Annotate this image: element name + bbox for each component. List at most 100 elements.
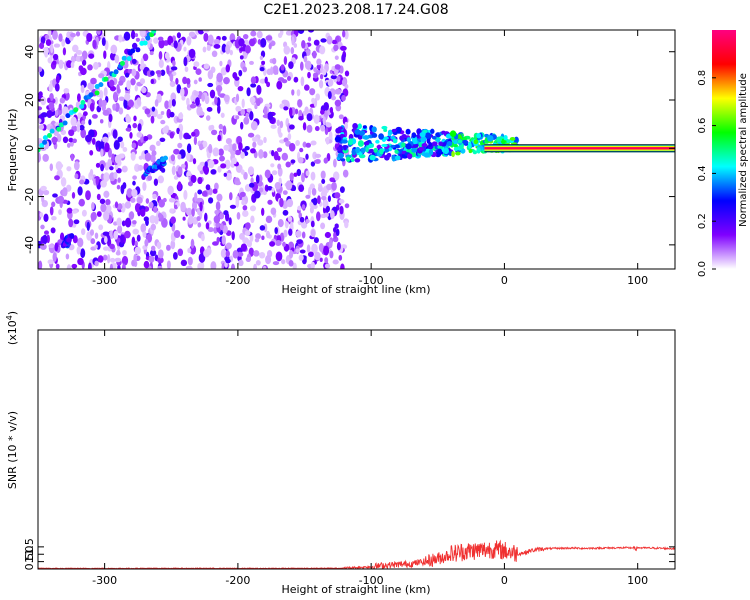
spectrogram-cell (180, 87, 185, 97)
spectrogram-cell (329, 250, 334, 259)
spectrogram-cell (147, 175, 153, 181)
spectrogram-cell (225, 172, 232, 181)
spectrogram-cell (334, 55, 339, 60)
spectrogram-cell (326, 35, 333, 45)
spectrogram-cell (124, 230, 131, 239)
spectrogram-cell (216, 193, 223, 202)
spectrogram-cell (152, 193, 157, 200)
spectrogram-cell (171, 165, 176, 176)
spectrogram-cell (298, 184, 305, 193)
spectrogram-cell (87, 82, 92, 90)
spectrogram-cell (101, 99, 107, 107)
spectrogram-cell (305, 170, 310, 177)
x-tick-label: -300 (92, 274, 117, 287)
spectrogram-cell (211, 129, 218, 136)
spectrogram-cell (48, 83, 53, 92)
spectrogram-cell (136, 196, 143, 204)
spectrogram-cell (132, 122, 138, 129)
spectrogram-cell (160, 110, 165, 116)
spectrogram-cell (144, 152, 152, 162)
spectrogram-cell (407, 153, 413, 160)
spectrogram-cell (371, 133, 378, 138)
spectrogram-cell (258, 174, 263, 183)
spectrogram-cell (118, 96, 125, 102)
spectrogram-cell (292, 185, 297, 192)
spectrogram-cell (225, 242, 232, 250)
spectrogram-cell (360, 147, 366, 154)
spectrogram-cell (431, 135, 437, 140)
spectrogram-cell (173, 229, 181, 239)
spectrogram-cell (237, 251, 244, 257)
spectrogram-cell (319, 257, 323, 263)
spectrogram-cell (249, 96, 256, 104)
spectrogram-cell (341, 139, 348, 144)
spectrogram-cell (289, 172, 294, 181)
spectrogram-cell (167, 185, 174, 196)
spectrogram-cell (105, 204, 112, 214)
spectrogram-cell (509, 137, 516, 141)
spectrogram-cell (418, 141, 423, 147)
spectrogram-cell (129, 132, 133, 139)
spectrogram-cell (73, 107, 79, 113)
spectrogram-cell (58, 59, 64, 70)
spectrogram-cell (324, 257, 329, 264)
spectrogram-cell (225, 258, 231, 264)
spectrogram-cell (201, 93, 205, 102)
spectrogram-cell (255, 174, 260, 184)
spectrogram-cell (160, 69, 166, 76)
spectrogram-cell (45, 39, 52, 47)
spectrogram-cell (114, 257, 122, 263)
spectrogram-cell (166, 244, 171, 251)
spectrogram-cell (140, 208, 146, 217)
spectrogram-cell (334, 136, 341, 142)
spectrogram-cell (217, 86, 221, 97)
spectrogram-cell (195, 97, 200, 106)
spectrogram-cell (232, 143, 237, 152)
spectrogram-cell (157, 36, 164, 41)
spectrogram-cell (229, 204, 237, 209)
spectrogram-cell (232, 157, 237, 165)
spectrogram-cell (144, 108, 151, 115)
colorbar: 0.0 0.2 0.4 0.6 0.8 Normalized spectral ampl… (697, 30, 749, 277)
spectrogram-cell (81, 59, 87, 66)
spectrogram-cell (71, 209, 78, 214)
spectrogram-cell (246, 87, 251, 97)
spectrogram-cell (38, 260, 43, 269)
spectrogram-cell (219, 223, 224, 231)
spectrogram-x-label: Height of straight line (km) (281, 283, 430, 296)
spectrogram-cell (197, 164, 203, 172)
spectrogram-cell (131, 42, 138, 50)
spectrogram-cell (451, 151, 455, 158)
spectrogram-cell (430, 128, 435, 134)
colorbar-tick-label: 0.0 (697, 261, 708, 277)
spectrogram-cell (245, 256, 251, 262)
spectrogram-cell (155, 140, 161, 147)
spectrogram-cell (173, 252, 178, 260)
spectrogram-cell (169, 131, 175, 139)
spectrogram-cell (265, 35, 273, 41)
spectrogram-cell (264, 169, 271, 179)
spectrogram-cell (336, 146, 341, 152)
spectrogram-cell (378, 133, 384, 140)
spectrogram-cell (394, 149, 399, 154)
spectrogram-cell (334, 99, 342, 107)
spectrogram-cell (99, 198, 106, 205)
snr-scale-label: (x104) (5, 311, 19, 345)
spectrogram-cell (311, 188, 317, 196)
spectrogram-cell (114, 154, 122, 164)
spectrogram-cell (139, 64, 145, 71)
spectrogram-cell (47, 259, 54, 265)
spectrogram-cell (50, 227, 56, 234)
spectrogram-cell (150, 154, 156, 163)
spectrogram-cell (265, 215, 273, 224)
spectrogram-cell (71, 263, 78, 269)
spectrogram-cell (80, 100, 86, 105)
spectrogram-cell (95, 175, 99, 186)
spectrogram-cell (297, 205, 302, 211)
spectrogram-cell (476, 133, 482, 139)
spectrogram-cell (303, 55, 308, 63)
spectrogram-cell (206, 106, 213, 112)
spectrogram-cell (228, 192, 233, 201)
spectrogram-cell (183, 56, 188, 67)
spectrogram-cell (250, 121, 258, 131)
